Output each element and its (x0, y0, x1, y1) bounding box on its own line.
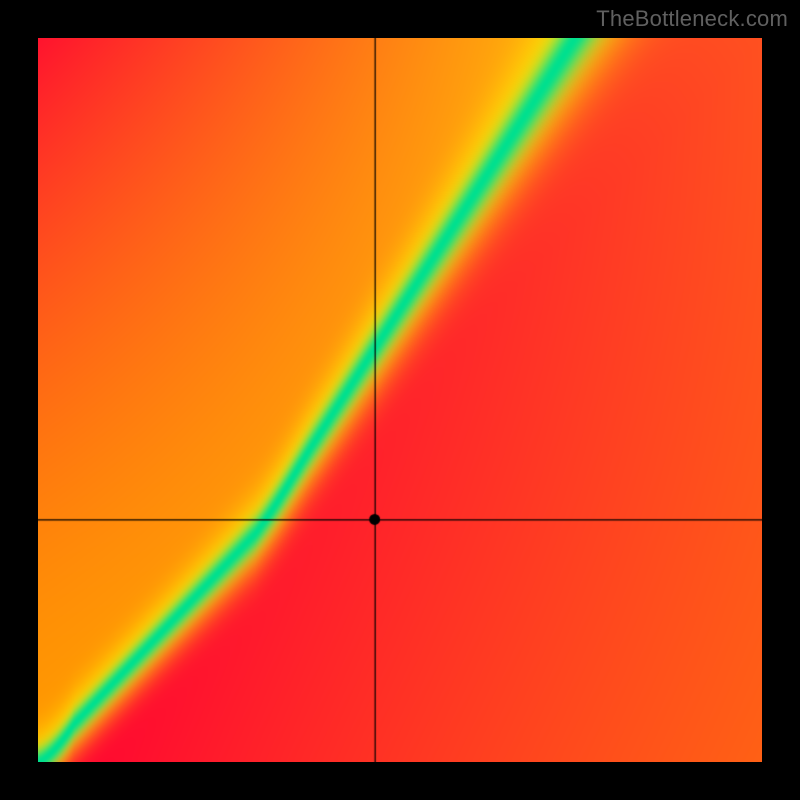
heatmap-canvas (38, 38, 762, 762)
figure-container: TheBottleneck.com (0, 0, 800, 800)
heatmap-plot (38, 38, 762, 762)
watermark-text: TheBottleneck.com (596, 6, 788, 32)
